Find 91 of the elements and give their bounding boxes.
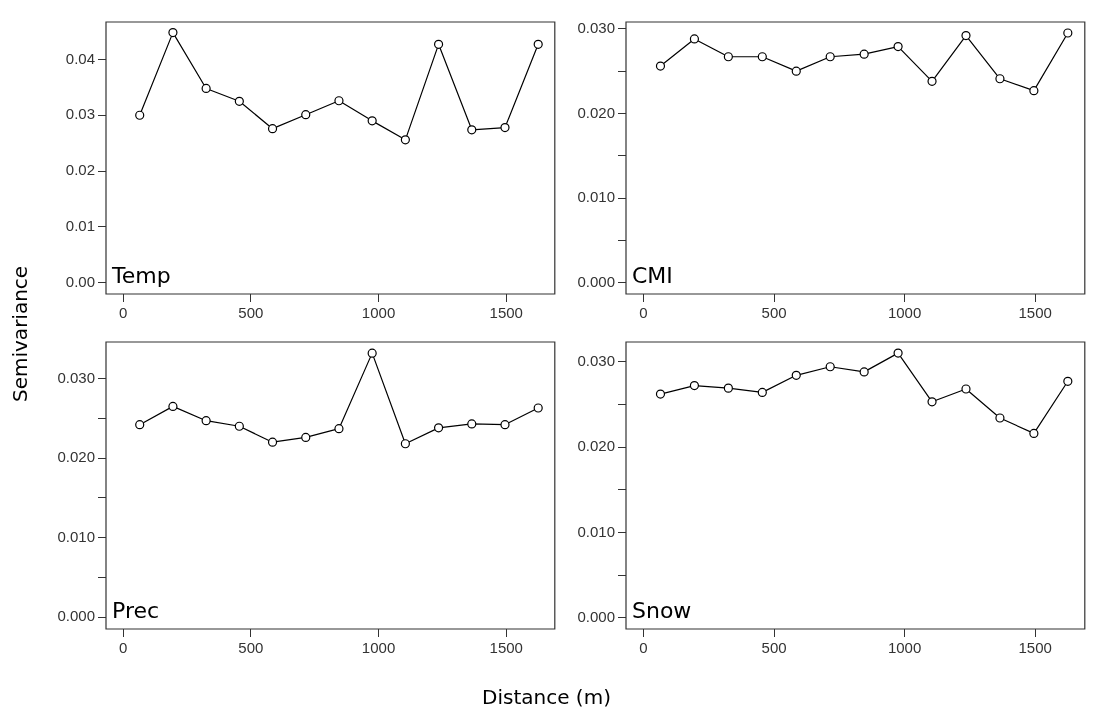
y-tick-label: 0.000: [57, 607, 95, 625]
x-tick-label: 500: [238, 304, 264, 322]
point: [689, 34, 700, 44]
point: [168, 28, 178, 38]
point: [433, 39, 444, 49]
point: [757, 52, 767, 62]
point: [723, 383, 733, 393]
annotation: CMI: [632, 262, 673, 288]
point: [1029, 86, 1039, 96]
point: [334, 424, 344, 434]
y-tick-label: 0.010: [57, 527, 95, 545]
x-tick-label: 500: [238, 639, 264, 657]
point: [267, 124, 278, 134]
point: [135, 110, 145, 120]
x-tick-label: 500: [761, 639, 787, 657]
point: [367, 116, 377, 126]
point: [135, 420, 145, 430]
y-tick-label: 0.000: [577, 608, 615, 626]
point: [400, 135, 410, 145]
point: [467, 419, 477, 429]
point: [234, 96, 244, 106]
point: [267, 437, 278, 447]
y-tick-label: 0.030: [57, 368, 95, 386]
point: [791, 370, 801, 380]
y-axis-title: Semivariance: [8, 265, 32, 402]
point: [234, 421, 244, 431]
y-tick-label: 0.04: [65, 49, 95, 67]
annotation: Snow: [632, 597, 692, 623]
y-tick-label: 0.03: [65, 105, 95, 123]
point: [201, 83, 211, 94]
x-tick-label: 1500: [489, 639, 523, 657]
x-tick-label: 1000: [887, 639, 922, 657]
point: [500, 122, 510, 133]
y-tick-label: 0.020: [577, 103, 615, 121]
point: [433, 423, 444, 433]
x-tick-label: 1500: [1018, 304, 1052, 322]
y-tick-label: 0.020: [57, 448, 95, 466]
point: [859, 49, 869, 59]
point: [791, 66, 801, 76]
x-tick-label: 1000: [361, 639, 396, 657]
x-tick-label: 1000: [361, 304, 396, 322]
point: [301, 432, 311, 442]
point: [533, 403, 543, 413]
y-tick-label: 0.020: [577, 437, 615, 455]
point: [500, 420, 510, 430]
y-tick-label: 0.030: [577, 18, 615, 36]
point: [825, 52, 835, 62]
y-tick-label: 0.01: [65, 217, 95, 235]
point: [1063, 28, 1073, 38]
x-tick-label: 0: [118, 639, 128, 657]
point: [655, 389, 666, 399]
point: [927, 397, 937, 407]
point: [689, 380, 700, 391]
x-tick-label: 500: [761, 304, 787, 322]
y-tick-label: 0.000: [577, 273, 615, 291]
point: [723, 52, 733, 62]
point: [757, 387, 767, 397]
y-tick-label: 0.010: [577, 188, 615, 206]
point: [995, 74, 1005, 84]
point: [927, 76, 937, 86]
point: [825, 362, 835, 372]
point: [859, 367, 869, 377]
annotation: Prec: [112, 597, 160, 623]
point: [893, 348, 903, 358]
point: [893, 41, 903, 52]
x-tick-label: 0: [639, 304, 648, 322]
point: [961, 384, 971, 394]
y-tick-label: 0.030: [577, 351, 615, 369]
point: [1063, 376, 1073, 386]
point: [367, 348, 377, 358]
point: [467, 125, 477, 135]
x-axis-title: Distance (m): [481, 685, 612, 709]
point: [400, 439, 410, 449]
point: [201, 416, 211, 426]
x-tick-label: 0: [118, 304, 128, 322]
x-tick-label: 1500: [489, 304, 523, 322]
x-tick-label: 1500: [1018, 639, 1052, 657]
point: [301, 110, 311, 120]
point: [168, 401, 178, 411]
y-tick-label: 0.00: [65, 272, 95, 290]
annotation: Temp: [111, 262, 171, 288]
point: [533, 39, 543, 49]
point: [334, 96, 344, 106]
point: [995, 413, 1005, 423]
point: [961, 30, 971, 41]
x-tick-label: 1000: [887, 304, 922, 322]
point: [1029, 428, 1039, 438]
y-tick-label: 0.010: [577, 522, 615, 540]
y-tick-label: 0.02: [65, 161, 95, 179]
point: [655, 61, 666, 71]
x-tick-label: 0: [639, 639, 648, 657]
